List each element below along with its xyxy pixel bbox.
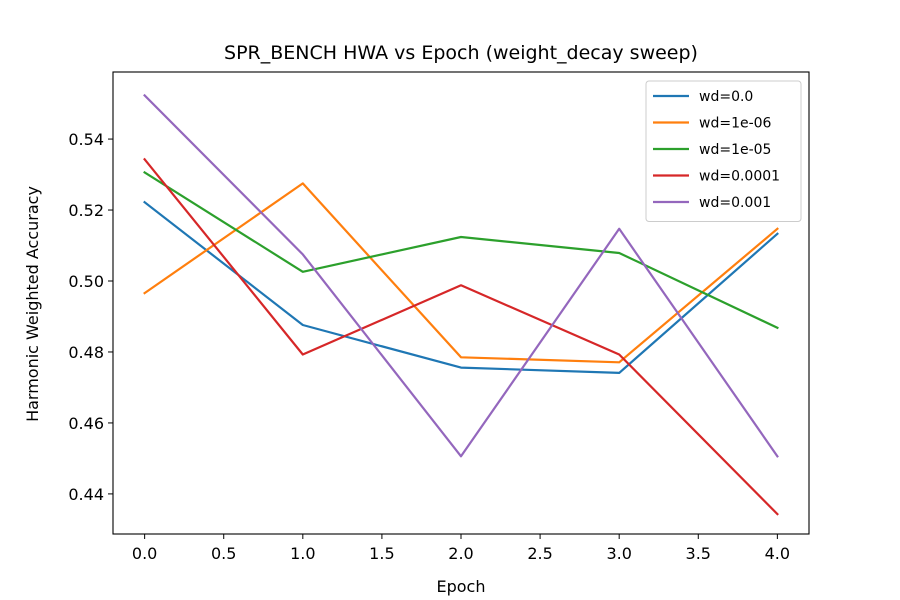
y-tick-label: 0.48 [68, 343, 104, 362]
x-tick-label: 2.5 [527, 544, 552, 563]
chart-title: SPR_BENCH HWA vs Epoch (weight_decay swe… [224, 42, 698, 64]
y-tick-label: 0.46 [68, 414, 104, 433]
x-tick-label: 4.0 [765, 544, 790, 563]
x-tick-label: 0.0 [132, 544, 157, 563]
legend-label-2: wd=1e-05 [699, 142, 771, 158]
legend-label-3: wd=0.0001 [699, 169, 780, 185]
y-axis-title: Harmonic Weighted Accuracy [23, 186, 42, 422]
x-tick-label: 1.0 [290, 544, 315, 563]
series-line-0 [143, 200, 779, 374]
x-axis-title: Epoch [437, 577, 486, 596]
legend-label-0: wd=0.0 [699, 89, 753, 105]
y-tick-label: 0.54 [68, 130, 104, 149]
y-tick-label: 0.50 [68, 272, 104, 291]
plot-area: 0.0 0.5 1.0 1.5 2.0 2.5 3.0 3.5 4.0 0.44 0.46 0.48 0… [68, 71, 810, 563]
series-line-3 [143, 157, 779, 516]
x-tick-label: 2.0 [448, 544, 473, 563]
series-line-4 [143, 93, 779, 458]
y-tick-label: 0.52 [68, 201, 104, 220]
series-line-1 [143, 182, 779, 364]
series-line-2 [143, 170, 779, 330]
legend-box [645, 80, 802, 222]
legend-label-1: wd=1e-06 [699, 116, 772, 132]
x-tick-label: 3.5 [686, 544, 711, 563]
x-tick-label: 3.0 [606, 544, 631, 563]
legend-label-4: wd=0.001 [699, 195, 771, 211]
x-tick-label: 0.5 [211, 544, 236, 563]
x-tick-label: 1.5 [369, 544, 394, 563]
y-tick-label: 0.44 [68, 485, 104, 504]
